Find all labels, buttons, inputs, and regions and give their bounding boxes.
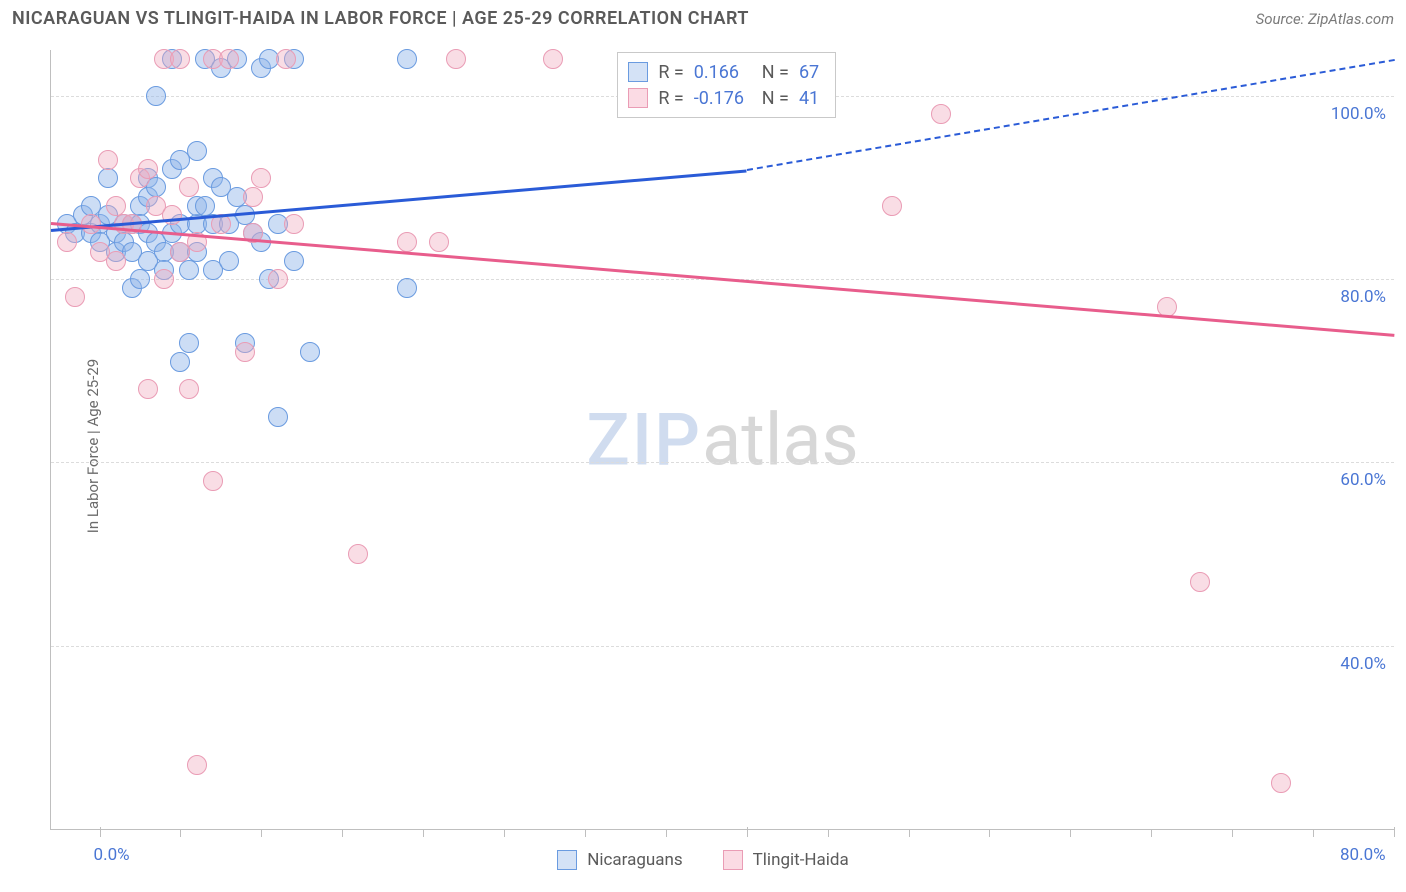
scatter-plot-area: ZIPatlas 40.0%60.0%80.0%100.0%0.0%80.0%R… [50,50,1394,830]
x-tick [1394,827,1395,837]
data-point [187,755,207,775]
data-point [179,333,199,353]
data-point [187,141,207,161]
data-point [98,168,118,188]
source-label: Source: ZipAtlas.com [1256,10,1394,28]
data-point [397,278,417,298]
x-tick [342,829,343,837]
data-point [243,187,263,207]
data-point [931,104,951,124]
x-tick [989,829,990,837]
data-point [543,49,563,69]
x-tick [180,829,181,837]
n-value: 67 [799,62,819,83]
data-point [1271,773,1291,793]
x-tick [1151,829,1152,837]
legend-bottom: Nicaraguans Tlingit-Haida [0,850,1406,870]
x-tick [585,829,586,837]
data-point [130,269,150,289]
data-point [170,49,190,69]
trend-line [747,59,1395,171]
legend-item: Nicaraguans [557,850,682,870]
data-point [429,232,449,252]
data-point [57,232,77,252]
x-tick [1313,829,1314,837]
r-value: -0.176 [694,88,752,109]
data-point [251,168,271,188]
data-point [268,407,288,427]
data-point [219,49,239,69]
data-point [195,196,215,216]
data-point [138,379,158,399]
data-point [348,544,368,564]
data-point [65,287,85,307]
data-point [268,269,288,289]
legend-swatch [628,62,648,82]
legend-row: R = 0.166 N = 67 [628,59,819,85]
n-label: N = [762,88,789,109]
x-tick [1070,829,1071,837]
y-tick-label: 100.0% [1331,104,1386,124]
n-label: N = [762,62,789,83]
data-point [284,251,304,271]
y-tick-label: 40.0% [1340,654,1386,674]
data-point [203,471,223,491]
x-tick [261,829,262,837]
legend-row: R = -0.176 N = 41 [628,85,819,111]
n-value: 41 [799,88,819,109]
gridline-h [51,462,1394,463]
x-tick [423,829,424,837]
legend-swatch [723,850,743,870]
legend-label: Nicaraguans [587,850,682,870]
data-point [146,86,166,106]
legend-swatch [628,88,648,108]
legend-label: Tlingit-Haida [753,850,849,870]
gridline-h [51,646,1394,647]
data-point [397,232,417,252]
data-point [219,251,239,271]
y-tick-label: 60.0% [1340,470,1386,490]
r-label: R = [658,62,683,83]
data-point [106,251,126,271]
data-point [1190,572,1210,592]
x-tick [828,829,829,837]
x-tick [1232,829,1233,837]
data-point [170,352,190,372]
legend-swatch [557,850,577,870]
data-point [397,49,417,69]
legend-item: Tlingit-Haida [723,850,849,870]
data-point [98,150,118,170]
data-point [235,342,255,362]
x-tick [909,829,910,837]
data-point [276,49,296,69]
data-point [179,379,199,399]
r-value: 0.166 [694,62,752,83]
watermark: ZIPatlas [586,397,858,482]
data-point [154,269,174,289]
data-point [446,49,466,69]
x-tick [666,829,667,837]
data-point [179,177,199,197]
correlation-legend: R = 0.166 N = 67 R = -0.176 N = 41 [617,52,836,118]
data-point [179,260,199,280]
x-tick [504,829,505,837]
data-point [284,214,304,234]
x-tick [747,827,748,837]
r-label: R = [658,88,683,109]
data-point [300,342,320,362]
data-point [882,196,902,216]
y-tick-label: 80.0% [1340,287,1386,307]
x-tick [100,827,101,837]
chart-title: NICARAGUAN VS TLINGIT-HAIDA IN LABOR FOR… [12,8,749,29]
data-point [138,159,158,179]
data-point [106,196,126,216]
